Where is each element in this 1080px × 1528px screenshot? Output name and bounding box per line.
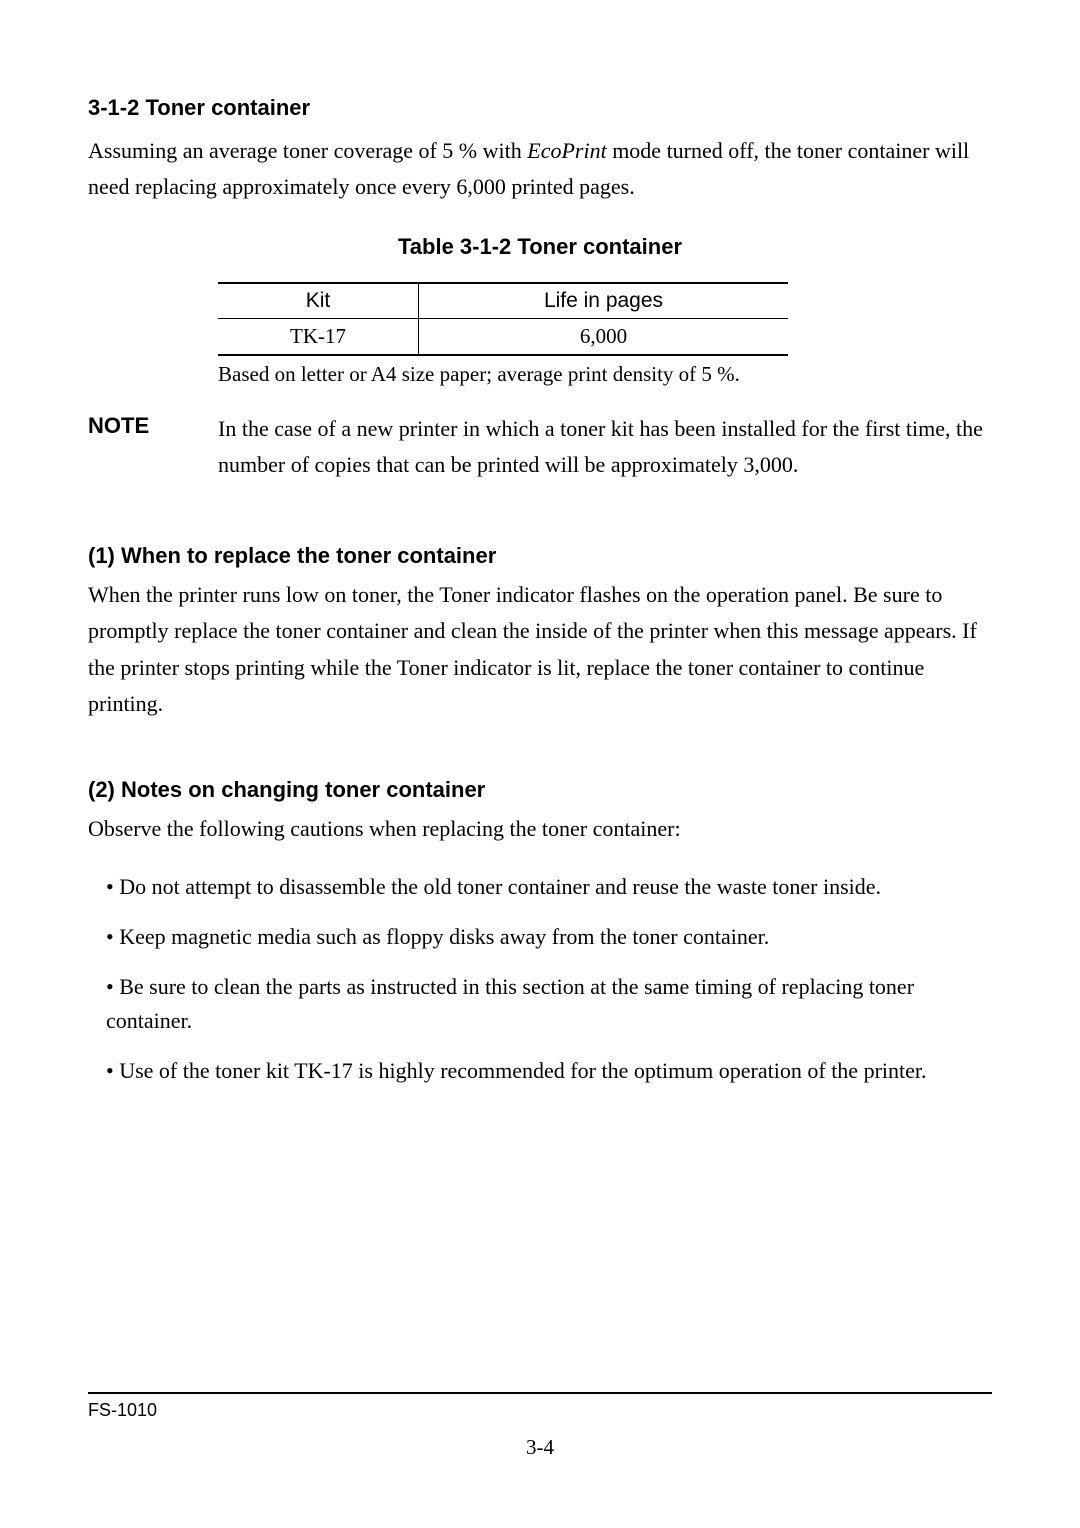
table-cell-life: 6,000 [419,318,789,355]
table-caption: Table 3-1-2 Toner container [88,234,992,260]
bullet-list: • Do not attempt to disassemble the old … [106,870,992,1088]
para-312-a: Assuming an average toner coverage of 5 … [88,138,527,163]
heading-sub-1: (1) When to replace the toner container [88,543,992,569]
paragraph-sub-1: When the printer runs low on toner, the … [88,577,992,722]
paragraph-312: Assuming an average toner coverage of 5 … [88,133,992,206]
bullet-item: • Do not attempt to disassemble the old … [106,870,992,904]
table-footnote: Based on letter or A4 size paper; averag… [218,362,992,387]
note-row: NOTE In the case of a new printer in whi… [88,411,992,484]
footer-rule [88,1392,992,1394]
toner-table: Kit Life in pages TK-17 6,000 [218,282,788,356]
page-footer: FS-1010 3-4 [88,1392,992,1460]
bullet-item: • Keep magnetic media such as floppy dis… [106,920,992,954]
table-header-kit: Kit [218,283,419,319]
note-label: NOTE [88,411,218,484]
paragraph-sub-2: Observe the following cautions when repl… [88,811,992,847]
para-312-ecoprint: EcoPrint [527,138,606,163]
bullet-item: • Be sure to clean the parts as instruct… [106,970,992,1038]
note-text: In the case of a new printer in which a … [218,411,992,484]
page-root: 3-1-2 Toner container Assuming an averag… [0,0,1080,1528]
heading-sub-2: (2) Notes on changing toner container [88,777,992,803]
table-header-life: Life in pages [419,283,789,319]
footer-page-number: 3-4 [88,1435,992,1460]
heading-3-1-2: 3-1-2 Toner container [88,95,992,121]
bullet-item: • Use of the toner kit TK-17 is highly r… [106,1054,992,1088]
table-wrap: Kit Life in pages TK-17 6,000 Based on l… [88,282,992,387]
footer-model: FS-1010 [88,1400,992,1421]
table-cell-kit: TK-17 [218,318,419,355]
